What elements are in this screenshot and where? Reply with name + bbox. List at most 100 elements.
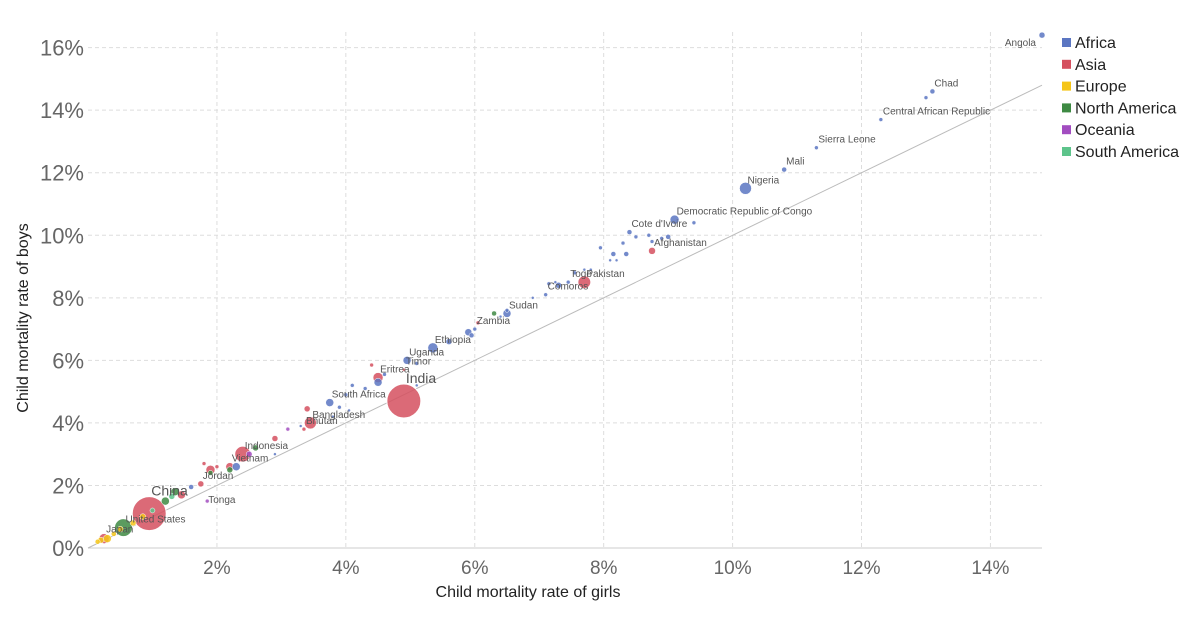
y-tick-label: 12%	[40, 161, 84, 186]
x-tick-label: 4%	[332, 558, 360, 579]
data-point	[373, 378, 383, 387]
data-point	[691, 220, 697, 226]
data-point	[445, 338, 453, 345]
data-point	[129, 519, 137, 527]
legend-label: Asia	[1075, 57, 1106, 74]
data-point	[402, 356, 412, 365]
data-point	[572, 270, 577, 276]
x-tick-label: 2%	[203, 558, 231, 579]
point-label: Angola	[1005, 38, 1037, 49]
point-label: Democratic Republic of Congo	[677, 207, 813, 218]
data-point	[546, 281, 552, 286]
point-label: India	[406, 370, 437, 386]
point-label: Comoros	[548, 282, 589, 293]
data-point	[214, 464, 220, 469]
y-tick-label: 2%	[52, 473, 84, 498]
data-point	[649, 239, 655, 244]
data-point	[298, 424, 303, 428]
data-point	[271, 435, 279, 442]
data-point	[555, 282, 562, 289]
data-point	[252, 444, 259, 452]
y-tick-label: 6%	[52, 348, 84, 373]
data-point	[207, 470, 214, 476]
data-point	[197, 480, 205, 488]
point-label: Vietnam	[232, 454, 269, 465]
data-point	[565, 279, 571, 285]
data-point	[350, 383, 355, 388]
data-point	[131, 496, 167, 532]
data-point	[303, 405, 311, 413]
data-point	[188, 484, 194, 490]
point-label: Bhutan	[306, 416, 338, 427]
x-tick-label: 6%	[461, 558, 489, 579]
data-point	[669, 214, 680, 225]
y-tick-label: 16%	[40, 36, 84, 61]
y-tick-label: 10%	[40, 223, 84, 248]
legend-swatch	[1062, 147, 1071, 156]
data-point	[610, 251, 617, 257]
x-axis-title: Child mortality rate of girls	[436, 584, 621, 601]
data-point	[665, 234, 671, 240]
point-label: Chad	[934, 78, 958, 89]
data-point	[116, 525, 124, 533]
data-point	[577, 275, 592, 290]
x-tick-label: 14%	[971, 558, 1009, 579]
data-point	[139, 513, 147, 520]
data-point	[362, 386, 368, 391]
data-point	[623, 251, 629, 257]
data-point	[149, 507, 156, 514]
point-label: Eritrea	[380, 365, 410, 376]
data-point	[111, 531, 117, 537]
y-tick-label: 0%	[52, 536, 84, 561]
y-axis-title: Child mortality rate of boys	[15, 223, 32, 412]
data-point	[245, 450, 253, 458]
point-label: Togo	[570, 269, 592, 280]
legend-label: Europe	[1075, 79, 1127, 96]
legend-swatch	[1062, 125, 1071, 135]
data-point	[273, 452, 277, 456]
point-label: Bangladesh	[312, 410, 365, 421]
data-point	[402, 367, 406, 372]
point-label: Mali	[786, 157, 804, 168]
point-label: Indonesia	[245, 441, 289, 452]
data-point	[589, 267, 593, 272]
data-point	[369, 362, 374, 368]
data-point	[414, 361, 419, 366]
point-label: Nigeria	[747, 175, 779, 186]
data-point	[504, 308, 510, 313]
reference-line-group	[87, 84, 1043, 549]
data-point	[337, 405, 342, 410]
point-label: Afghanistan	[654, 238, 707, 249]
x-tick-label: 12%	[842, 558, 880, 579]
data-point	[531, 296, 535, 300]
data-point	[325, 398, 334, 407]
point-label: Pakistan	[586, 269, 624, 280]
axes: 0% 2% 4% 6% 8% 10% 12% 14% 16% 2% 4% 6% 8% 10% 12% 14%	[40, 36, 1042, 579]
legend-label: North America	[1075, 100, 1176, 117]
data-point	[226, 466, 234, 474]
point-label: Timor	[406, 357, 432, 368]
data-point	[620, 240, 626, 246]
data-point	[614, 258, 619, 263]
data-point	[472, 326, 478, 332]
x-tick-label: 10%	[714, 558, 752, 579]
point-label: Uganda	[409, 347, 444, 358]
point-label: Ethiopia	[435, 335, 472, 346]
point-label: Japan	[106, 525, 133, 536]
data-point	[205, 498, 210, 504]
data-point	[285, 426, 291, 432]
data-point	[498, 314, 503, 319]
legend-swatch	[1062, 38, 1071, 47]
data-point	[648, 247, 656, 255]
data-point	[553, 280, 558, 284]
reference-line	[87, 84, 1043, 549]
data-point	[646, 233, 652, 238]
legend: Africa Asia Europe North America Oceania Sout…	[1062, 35, 1179, 161]
legend-swatch	[1062, 59, 1071, 69]
data-point	[201, 461, 207, 466]
data-point	[168, 493, 176, 500]
data-point	[386, 383, 422, 419]
point-label: Central African Republic	[883, 107, 990, 118]
point-label: Sudan	[509, 300, 538, 311]
